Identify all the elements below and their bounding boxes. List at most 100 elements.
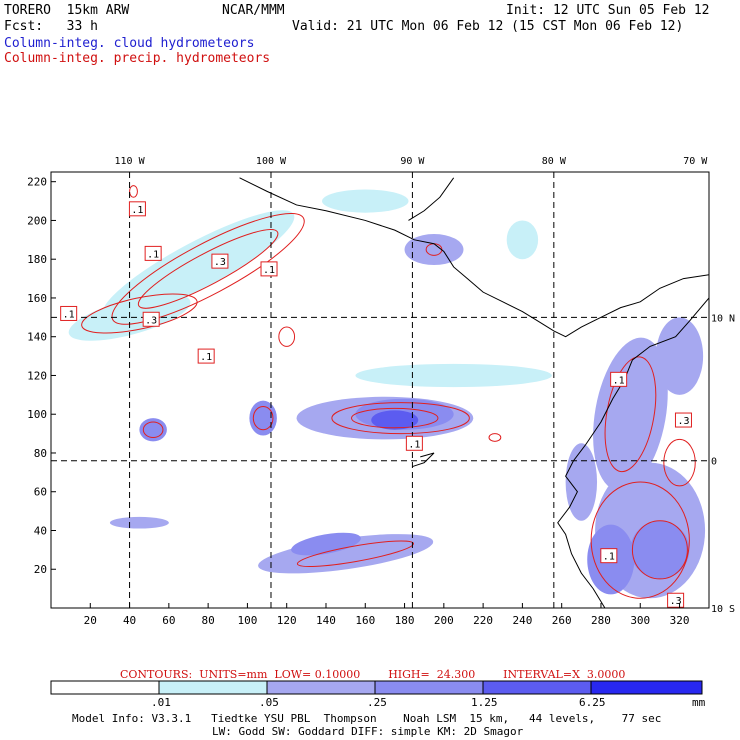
contour-label-9: .3	[677, 416, 689, 427]
contour-label-7: .1	[408, 439, 420, 450]
lon-label-1: 100 W	[256, 156, 287, 167]
contour-label-box-8	[610, 371, 628, 387]
lon-label-2: 90 W	[400, 156, 425, 167]
precip-contour-11	[631, 520, 688, 580]
contour-label-box-9	[674, 412, 692, 428]
precip-contour-14	[129, 185, 138, 198]
cloud-shade-17	[565, 443, 598, 521]
colorbar-break-4: 6.25	[579, 696, 606, 709]
x-tick-label-9: 200	[434, 614, 454, 627]
yucatan-coast	[408, 177, 455, 221]
contour-label-2: .3	[214, 257, 226, 268]
model-info: Model Info: V3.3.1 Tiedtke YSU PBL Thomp…	[72, 712, 662, 725]
colorbar-unit: mm	[692, 696, 706, 709]
precip-contour-7	[296, 540, 414, 568]
valid-time: Valid: 21 UTC Mon 06 Feb 12 (15 CST Mon …	[292, 19, 684, 34]
model-title: TORERO 15km ARW	[4, 3, 130, 18]
cloud-shade-10	[404, 234, 464, 266]
precip-contour-15	[488, 433, 502, 442]
contour-label-3: .1	[263, 265, 275, 276]
org-label: NCAR/MMM	[222, 3, 285, 18]
lon-label-4: 70 W	[683, 156, 708, 167]
colorbar-break-3: 1.25	[471, 696, 498, 709]
lat-label-0: 10 N	[711, 313, 735, 324]
x-tick-label-5: 120	[277, 614, 297, 627]
contour-label-box-7	[405, 435, 423, 451]
x-tick-label-3: 80	[202, 614, 215, 627]
field-title-cloud: Column-integ. cloud hydrometeors	[4, 36, 255, 51]
contour-label-box-5	[142, 311, 160, 327]
cloud-shade-11	[322, 189, 409, 213]
x-tick-label-10: 220	[473, 614, 493, 627]
forecast-hour: Fcst: 33 h	[4, 19, 98, 34]
x-tick-label-8: 180	[395, 614, 415, 627]
contour-label-box-0	[128, 201, 146, 217]
cloud-shade-7	[258, 534, 434, 574]
precip-contour-6	[252, 405, 274, 431]
x-tick-label-4: 100	[237, 614, 257, 627]
contour-label-5: .3	[145, 315, 157, 326]
contour-label-4: .1	[63, 309, 75, 320]
x-tick-label-7: 160	[355, 614, 375, 627]
lat-label-2: 10 S	[711, 604, 735, 615]
y-tick-label-6: 140	[27, 331, 47, 344]
contour-label-0: .1	[131, 205, 143, 216]
contour-label-box-4	[60, 305, 78, 321]
contour-label-10: .1	[603, 552, 615, 563]
y-tick-label-5: 120	[27, 369, 47, 382]
y-tick-label-1: 40	[34, 524, 47, 537]
y-tick-label-7: 160	[27, 292, 47, 305]
colorbar-break-0: .01	[151, 696, 171, 709]
lat-label-1: 0	[711, 457, 717, 468]
plot-frame	[50, 171, 710, 609]
precip-contour-10	[590, 481, 690, 599]
north-america-coast	[239, 177, 709, 338]
contour-label-6: .1	[200, 352, 212, 363]
contour-label-box-1	[144, 245, 162, 261]
y-tick-label-4: 100	[27, 408, 47, 421]
precip-contour-5	[142, 421, 164, 438]
x-tick-label-12: 260	[552, 614, 572, 627]
contour-label-box-10	[600, 548, 618, 564]
init-time: Init: 12 UTC Sun 05 Feb 12	[506, 3, 710, 18]
field-title-precip: Column-integ. precip. hydrometeors	[4, 51, 271, 66]
cloud-shade-19	[355, 363, 552, 388]
cloud-shade-8	[291, 532, 361, 556]
x-tick-label-2: 60	[162, 614, 175, 627]
y-tick-label-9: 200	[27, 214, 47, 227]
contour-label-8: .1	[613, 375, 625, 386]
y-tick-label-2: 60	[34, 486, 47, 499]
contour-info: CONTOURS: UNITS=mm LOW= 0.10000 HIGH= 24…	[120, 668, 626, 681]
contour-label-1: .1	[147, 249, 159, 260]
x-tick-label-11: 240	[512, 614, 532, 627]
cloud-shade-4	[371, 410, 419, 430]
cloud-shade-18	[506, 220, 539, 260]
y-tick-label-3: 80	[34, 447, 47, 460]
lon-label-0: 110 W	[115, 156, 146, 167]
precip-contour-13	[278, 326, 296, 347]
x-tick-label-0: 20	[84, 614, 97, 627]
contour-label-box-3	[260, 261, 278, 277]
x-tick-label-14: 300	[630, 614, 650, 627]
precip-contour-4	[351, 407, 439, 429]
precip-contour-12	[663, 438, 696, 487]
precip-contour-3	[331, 402, 470, 435]
precip-contour-1	[137, 229, 279, 309]
cloud-shade-14	[630, 520, 690, 579]
precip-contour-2	[81, 293, 198, 334]
contour-label-box-2	[211, 253, 229, 269]
contour-label-box-6	[197, 348, 215, 364]
x-tick-label-6: 140	[316, 614, 336, 627]
cloud-shade-9	[109, 516, 169, 529]
cloud-shade-16	[655, 317, 704, 395]
colorbar-break-2: .25	[367, 696, 387, 709]
y-tick-label-0: 20	[34, 563, 47, 576]
precip-contour-0	[111, 213, 305, 325]
cloud-shade-0	[102, 210, 295, 320]
y-tick-label-8: 180	[27, 253, 47, 266]
contour-label-11: .3	[670, 596, 682, 607]
y-tick-label-10: 220	[27, 176, 47, 189]
x-tick-label-13: 280	[591, 614, 611, 627]
physics-info: LW: Godd SW: Goddard DIFF: simple KM: 2D…	[212, 725, 524, 738]
lon-label-3: 80 W	[542, 156, 567, 167]
